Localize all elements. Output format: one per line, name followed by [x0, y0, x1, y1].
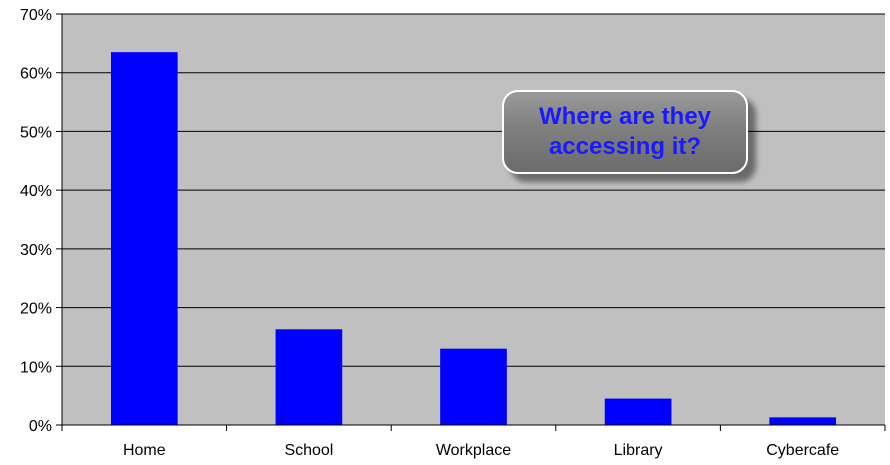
y-tick-labels: 0% 10% 20% 30% 40% 50% 60% 70% — [20, 7, 52, 435]
y-tick-label: 40% — [20, 183, 52, 200]
y-tick-label: 0% — [29, 418, 52, 435]
annotation-callout: Where are they accessing it? — [502, 90, 748, 174]
axes — [56, 13, 886, 431]
y-tick-label: 10% — [20, 359, 52, 376]
x-category-label: Library — [614, 442, 663, 459]
x-category-labels: Home School Workplace Library Cybercafe — [123, 442, 839, 459]
bar-library — [604, 398, 672, 425]
x-category-label: Cybercafe — [766, 442, 839, 459]
y-tick-label: 70% — [20, 7, 52, 24]
y-tick-label: 20% — [20, 301, 52, 318]
x-category-label: School — [284, 442, 333, 459]
y-tick-label: 50% — [20, 124, 52, 141]
bar-school — [275, 329, 343, 425]
bar-workplace — [440, 348, 507, 425]
bar-cybercafe — [769, 417, 837, 425]
x-category-label: Workplace — [436, 442, 511, 459]
bar-home — [110, 52, 178, 426]
annotation-text: Where are they accessing it? — [538, 103, 712, 160]
y-tick-label: 60% — [20, 66, 52, 83]
bars — [110, 52, 837, 426]
y-tick-label: 30% — [20, 242, 52, 259]
gridlines — [62, 13, 885, 367]
x-category-label: Home — [123, 442, 166, 459]
